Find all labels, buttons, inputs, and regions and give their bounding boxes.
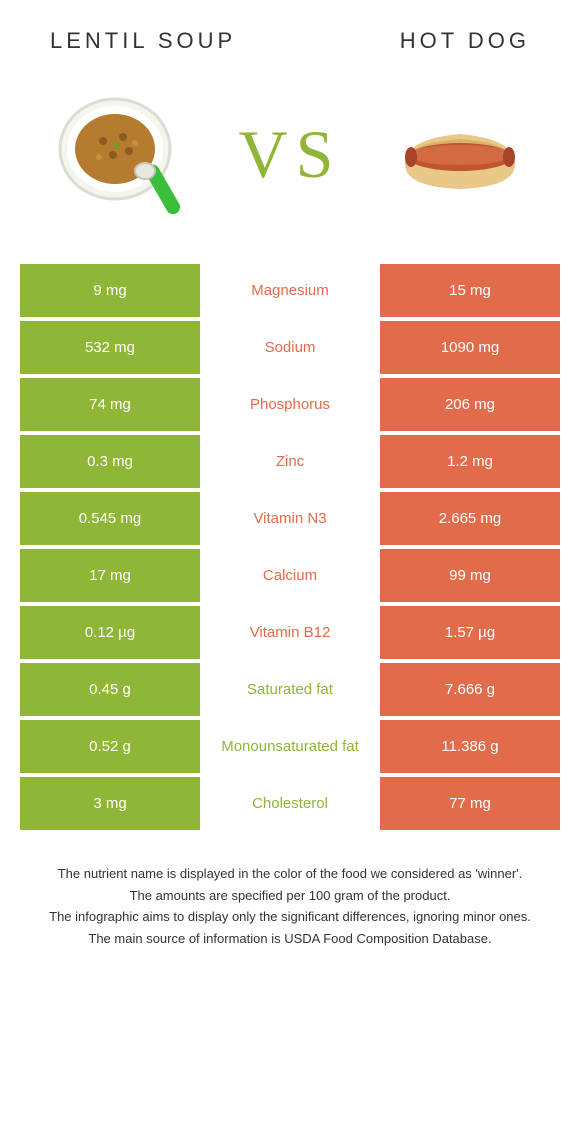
table-row: 0.3 mgZinc1.2 mg [20, 435, 560, 492]
table-row: 0.52 gMonounsaturated fat11.386 g [20, 720, 560, 777]
footnote-line: The infographic aims to display only the… [30, 907, 550, 927]
cell-right-value: 206 mg [380, 378, 560, 431]
cell-right-value: 77 mg [380, 777, 560, 830]
cell-right-value: 15 mg [380, 264, 560, 317]
hero-row: VS [0, 54, 580, 264]
cell-nutrient-label: Phosphorus [200, 378, 380, 431]
footnote-line: The nutrient name is displayed in the co… [30, 864, 550, 884]
table-row: 0.45 gSaturated fat7.666 g [20, 663, 560, 720]
cell-nutrient-label: Vitamin B12 [200, 606, 380, 659]
cell-left-value: 74 mg [20, 378, 200, 431]
cell-left-value: 0.12 µg [20, 606, 200, 659]
header: LENTIL SOUP HOT DOG [0, 0, 580, 54]
table-row: 9 mgMagnesium15 mg [20, 264, 560, 321]
cell-left-value: 532 mg [20, 321, 200, 374]
cell-nutrient-label: Sodium [200, 321, 380, 374]
table-row: 0.12 µgVitamin B121.57 µg [20, 606, 560, 663]
cell-nutrient-label: Zinc [200, 435, 380, 488]
footnote-line: The main source of information is USDA F… [30, 929, 550, 949]
footnotes: The nutrient name is displayed in the co… [30, 864, 550, 948]
hot-dog-image [380, 74, 540, 234]
food-title-right: HOT DOG [330, 28, 530, 54]
footnote-line: The amounts are specified per 100 gram o… [30, 886, 550, 906]
cell-left-value: 0.45 g [20, 663, 200, 716]
cell-right-value: 11.386 g [380, 720, 560, 773]
cell-left-value: 17 mg [20, 549, 200, 602]
cell-nutrient-label: Calcium [200, 549, 380, 602]
cell-nutrient-label: Vitamin N3 [200, 492, 380, 545]
cell-left-value: 3 mg [20, 777, 200, 830]
table-row: 17 mgCalcium99 mg [20, 549, 560, 606]
table-row: 3 mgCholesterol77 mg [20, 777, 560, 834]
table-row: 0.545 mgVitamin N32.665 mg [20, 492, 560, 549]
table-row: 532 mgSodium1090 mg [20, 321, 560, 378]
lentil-soup-image [40, 74, 200, 234]
cell-right-value: 1090 mg [380, 321, 560, 374]
table-row: 74 mgPhosphorus206 mg [20, 378, 560, 435]
cell-right-value: 7.666 g [380, 663, 560, 716]
cell-right-value: 1.57 µg [380, 606, 560, 659]
vs-label: VS [239, 115, 342, 194]
cell-left-value: 0.3 mg [20, 435, 200, 488]
cell-nutrient-label: Monounsaturated fat [200, 720, 380, 773]
cell-left-value: 0.52 g [20, 720, 200, 773]
food-title-left: LENTIL SOUP [50, 28, 250, 54]
cell-nutrient-label: Magnesium [200, 264, 380, 317]
cell-nutrient-label: Saturated fat [200, 663, 380, 716]
cell-right-value: 1.2 mg [380, 435, 560, 488]
cell-left-value: 9 mg [20, 264, 200, 317]
cell-nutrient-label: Cholesterol [200, 777, 380, 830]
cell-right-value: 2.665 mg [380, 492, 560, 545]
cell-right-value: 99 mg [380, 549, 560, 602]
nutrient-table: 9 mgMagnesium15 mg532 mgSodium1090 mg74 … [20, 264, 560, 834]
cell-left-value: 0.545 mg [20, 492, 200, 545]
